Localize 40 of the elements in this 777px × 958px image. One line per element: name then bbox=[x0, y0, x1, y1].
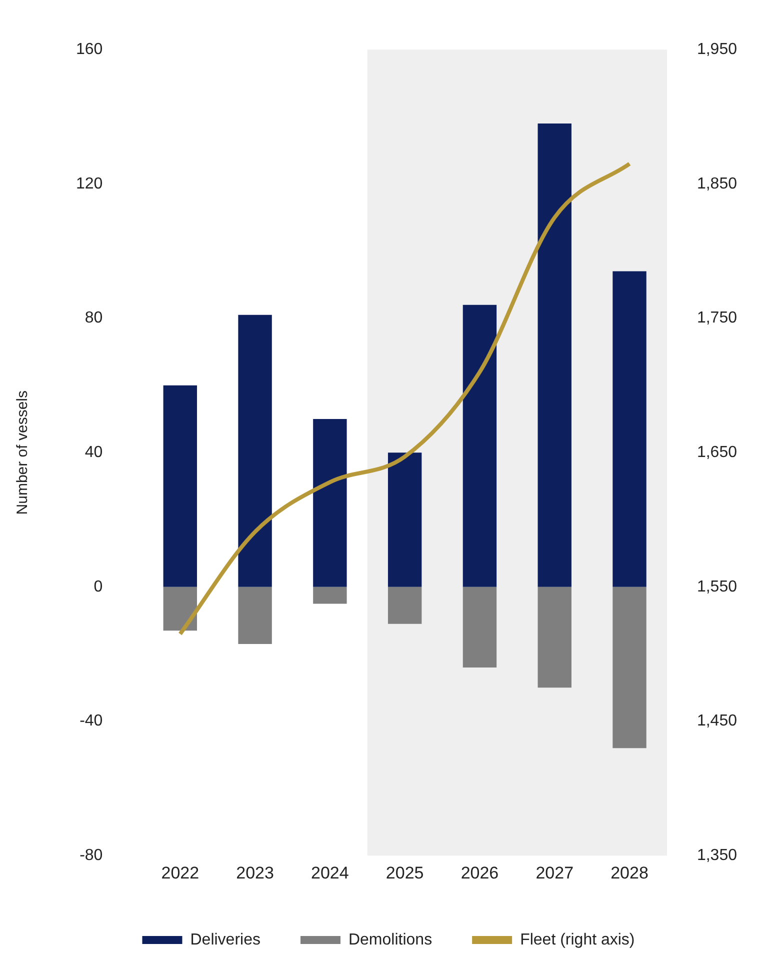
bar bbox=[462, 304, 497, 587]
y2-tick-label: 1,950 bbox=[696, 41, 738, 58]
bar bbox=[163, 586, 197, 631]
y-tick-label: -40 bbox=[80, 712, 103, 730]
bar bbox=[163, 385, 197, 587]
y2-tick-label: 1,650 bbox=[696, 444, 738, 462]
x-tick-label: 2024 bbox=[311, 863, 349, 882]
x-tick-label: 2027 bbox=[536, 863, 574, 882]
bar bbox=[388, 586, 422, 624]
y-tick-label: 120 bbox=[76, 175, 103, 192]
y-tick-label: 160 bbox=[76, 41, 103, 58]
line-series bbox=[178, 162, 632, 636]
y2-tick-label: 1,550 bbox=[696, 578, 738, 596]
legend-label: Fleet (right axis) bbox=[520, 931, 635, 948]
x-tick-label: 2022 bbox=[161, 863, 200, 882]
x-tick-label: 2025 bbox=[386, 863, 424, 882]
y-tick-label: 40 bbox=[84, 444, 103, 462]
y-tick-label: 0 bbox=[94, 578, 103, 596]
bar bbox=[313, 586, 347, 604]
y2-tick-label: 1,450 bbox=[696, 712, 738, 730]
y2-tick-label: 1,850 bbox=[696, 175, 738, 192]
bar bbox=[238, 586, 272, 644]
bar bbox=[538, 123, 572, 587]
x-tick-label: 2026 bbox=[460, 863, 499, 882]
bar bbox=[238, 314, 272, 587]
legend-label: Demolitions bbox=[348, 931, 432, 948]
y-tick-label: -80 bbox=[80, 847, 103, 864]
bar bbox=[612, 586, 646, 748]
x-tick-label: 2023 bbox=[236, 863, 274, 882]
bar bbox=[462, 586, 497, 668]
y-tick-label: 80 bbox=[84, 310, 103, 327]
bar bbox=[313, 419, 347, 587]
bar bbox=[388, 452, 422, 587]
bar bbox=[612, 271, 646, 587]
y2-tick-label: 1,750 bbox=[696, 310, 738, 327]
legend-label: Deliveries bbox=[190, 931, 260, 948]
bar bbox=[538, 586, 572, 688]
y-axis-title: Number of vessels bbox=[14, 390, 32, 515]
x-tick-label: 2028 bbox=[610, 863, 648, 882]
y2-tick-label: 1,350 bbox=[696, 847, 738, 864]
